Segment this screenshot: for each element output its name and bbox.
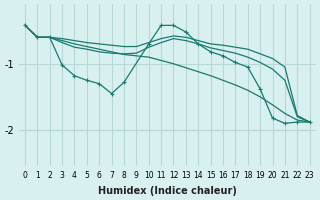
X-axis label: Humidex (Indice chaleur): Humidex (Indice chaleur): [98, 186, 237, 196]
